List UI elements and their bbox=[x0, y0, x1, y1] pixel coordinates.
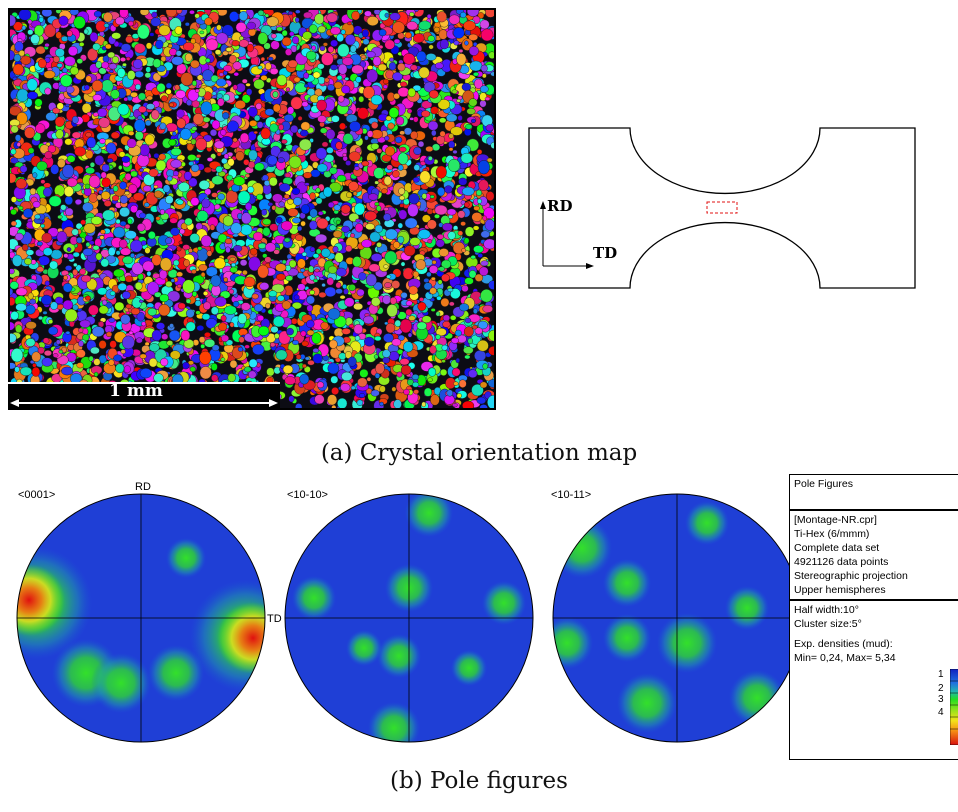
pole-figure-title-10-10: <10-10> bbox=[287, 489, 328, 501]
legend-params-section: Half width:10° Cluster size:5° Exp. dens… bbox=[790, 601, 958, 667]
scale-bar-label: 1 mm bbox=[109, 381, 163, 401]
legend-scale-value: 4 bbox=[938, 707, 944, 718]
legend-scale-value: 2 bbox=[938, 683, 944, 694]
crystal-orientation-map bbox=[8, 8, 496, 410]
legend-title-section: Pole Figures bbox=[790, 475, 958, 511]
legend-scale-value: 1 bbox=[938, 669, 944, 680]
legend-scale-value: 3 bbox=[938, 694, 944, 705]
legend-info-line: [Montage-NR.cpr] bbox=[794, 514, 877, 526]
caption-b: (b) Pole figures bbox=[390, 768, 568, 794]
legend-density-range: Min= 0,24, Max= 5,34 bbox=[794, 652, 896, 664]
legend-density-title: Exp. densities (mud): bbox=[794, 638, 893, 650]
pole-figure-td-label: TD bbox=[267, 613, 282, 625]
pole-figure-legend: Pole Figures [Montage-NR.cpr] Ti-Hex (6/… bbox=[789, 474, 958, 760]
legend-info-line: 4921126 data points bbox=[794, 556, 889, 568]
legend-info-line: Complete data set bbox=[794, 542, 880, 554]
measured-region bbox=[706, 201, 738, 214]
legend-info-line: Upper hemispheres bbox=[794, 584, 886, 596]
legend-color-bar bbox=[950, 669, 958, 745]
specimen-schematic bbox=[528, 127, 916, 289]
legend-info-section: [Montage-NR.cpr] Ti-Hex (6/mmm) Complete… bbox=[790, 511, 958, 601]
caption-a: (a) Crystal orientation map bbox=[320, 440, 638, 466]
pole-figure-title-0001: <0001> bbox=[18, 489, 56, 501]
legend-info-line: Stereographic projection bbox=[794, 570, 908, 582]
pole-figure-title-10-11: <10-11> bbox=[551, 489, 592, 501]
legend-info-line: Ti-Hex (6/mmm) bbox=[794, 528, 870, 540]
pole-figures bbox=[16, 493, 790, 743]
legend-title: Pole Figures bbox=[794, 478, 853, 490]
scale-bar bbox=[8, 382, 280, 410]
rd-axis-label: RD bbox=[547, 197, 573, 215]
legend-param: Cluster size:5° bbox=[794, 618, 862, 630]
legend-param: Half width:10° bbox=[794, 604, 859, 616]
pole-figure-rd-label: RD bbox=[135, 481, 151, 493]
td-axis-label: TD bbox=[593, 244, 618, 262]
